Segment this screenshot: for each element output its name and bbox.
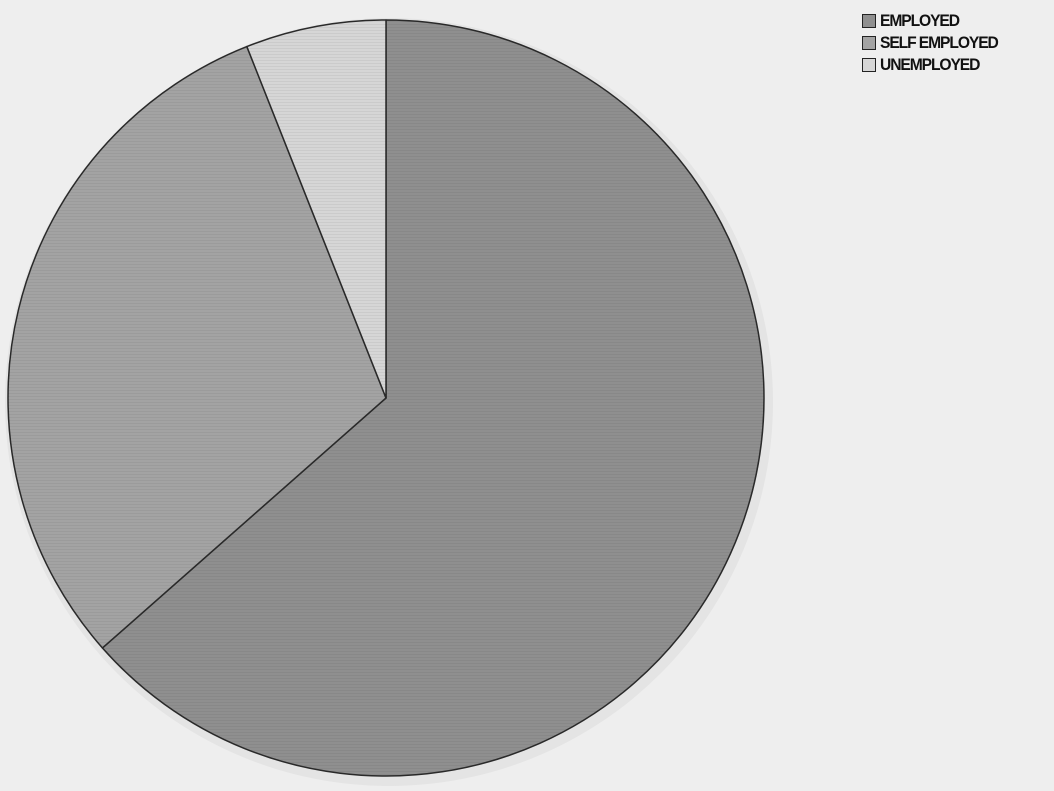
legend-label-employed: EMPLOYED [880,11,960,30]
legend-swatch-self-employed [862,36,876,50]
legend-item-employed: EMPLOYED [862,10,1008,32]
pie-slice-texture [246,20,386,398]
legend-swatch-unemployed [862,58,876,72]
legend-item-self-employed: SELF EMPLOYED [862,32,1008,54]
legend-swatch-employed [862,14,876,28]
legend-item-unemployed: UNEMPLOYED [862,54,1008,76]
legend-label-unemployed: UNEMPLOYED [880,55,980,74]
pie-slice-texture [8,46,387,648]
legend-label-self-employed: SELF EMPLOYED [880,33,999,52]
chart-legend: EMPLOYED SELF EMPLOYED UNEMPLOYED [862,10,1008,76]
pie-slice-texture [102,20,765,776]
